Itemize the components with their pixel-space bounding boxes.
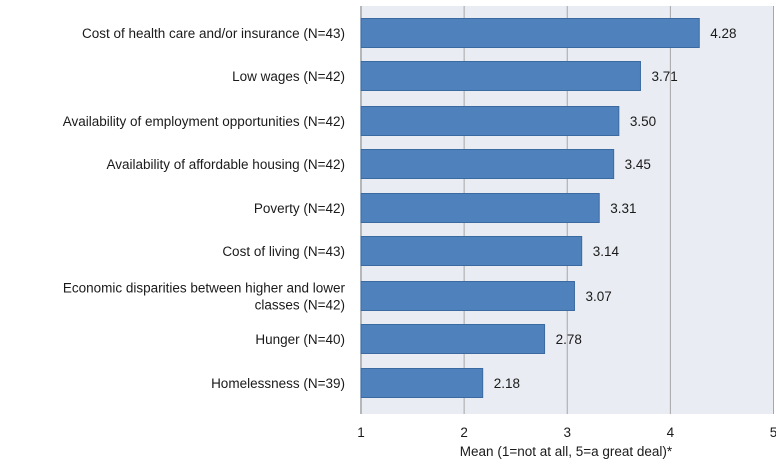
- data-label: 2.18: [494, 376, 520, 391]
- bar: [360, 236, 583, 266]
- x-tick-label: 1: [357, 425, 365, 440]
- bar: [360, 149, 615, 179]
- bar: [360, 106, 620, 136]
- data-label: 3.50: [630, 114, 656, 129]
- category-label: Availability of affordable housing (N=42…: [106, 157, 345, 172]
- category-label: Poverty (N=42): [254, 201, 345, 216]
- x-axis-title: Mean (1=not at all, 5=a great deal)*: [460, 444, 673, 459]
- data-label: 3.07: [585, 289, 611, 304]
- category-label: Economic disparities between higher and …: [63, 281, 346, 313]
- x-tick-label: 2: [460, 425, 468, 440]
- category-label: Hunger (N=40): [255, 332, 345, 347]
- data-label: 3.14: [593, 244, 620, 259]
- x-tick-label: 3: [563, 425, 571, 440]
- data-label: 2.78: [556, 332, 582, 347]
- x-tick-label: 4: [667, 425, 675, 440]
- bar: [360, 18, 700, 48]
- category-label: Low wages (N=42): [232, 69, 345, 84]
- data-label: 4.28: [710, 26, 736, 41]
- bar: [360, 368, 484, 398]
- bar: [360, 324, 546, 354]
- category-label: Availability of employment opportunities…: [63, 114, 345, 129]
- x-tick-label: 5: [770, 425, 776, 440]
- category-label: Cost of living (N=43): [222, 244, 345, 259]
- bar: [360, 281, 575, 311]
- category-label: Homelessness (N=39): [211, 376, 345, 391]
- bar: [360, 61, 641, 91]
- bar: [360, 193, 600, 223]
- data-label: 3.31: [610, 201, 636, 216]
- data-label: 3.45: [625, 157, 651, 172]
- category-label: Cost of health care and/or insurance (N=…: [82, 26, 345, 41]
- data-label: 3.71: [651, 69, 677, 84]
